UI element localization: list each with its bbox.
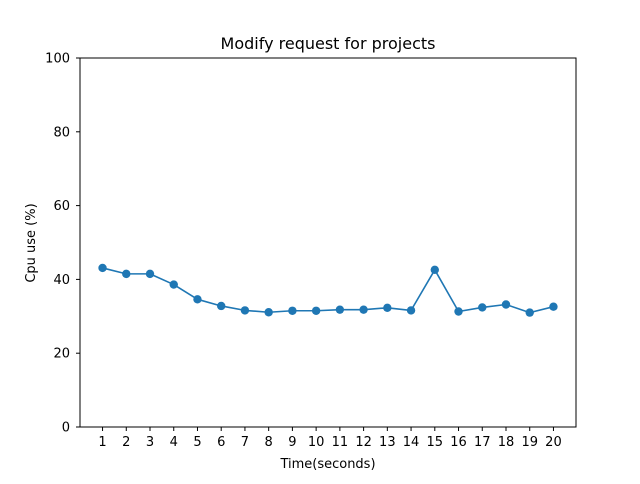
x-tick-label: 12	[355, 435, 372, 450]
x-tick-label: 5	[193, 435, 201, 450]
y-axis-label: Cpu use (%)	[24, 203, 39, 282]
x-tick-label: 14	[403, 435, 420, 450]
y-tick-label: 0	[62, 421, 70, 436]
x-tick-label: 2	[122, 435, 130, 450]
y-tick-label: 60	[53, 199, 70, 214]
x-tick-label: 13	[379, 435, 396, 450]
data-point	[359, 305, 368, 314]
data-point	[145, 269, 155, 279]
x-tick-label: 20	[545, 435, 562, 450]
data-point	[264, 308, 273, 317]
series-layer	[98, 263, 558, 317]
data-point	[335, 305, 345, 314]
data-point	[98, 263, 107, 273]
data-point	[525, 308, 534, 317]
data-point	[501, 300, 511, 309]
x-tick-label: 10	[308, 435, 325, 450]
x-tick-label: 17	[474, 435, 491, 450]
x-tick-label: 11	[332, 435, 349, 450]
data-point	[288, 306, 297, 315]
x-tick-label: 8	[265, 435, 273, 450]
x-tick-label: 1	[98, 435, 106, 450]
chart-title: Modify request for projects	[221, 34, 436, 53]
y-axis-ticks: 0 20 40 60 80 100	[45, 52, 80, 436]
x-tick-label: 18	[498, 435, 515, 450]
data-point	[122, 269, 131, 279]
y-tick-label: 100	[45, 52, 70, 67]
x-tick-label: 9	[288, 435, 296, 450]
data-point	[193, 295, 202, 304]
y-tick-label: 20	[53, 347, 70, 362]
x-axis-label: Time(seconds)	[279, 457, 375, 472]
x-tick-label: 7	[241, 435, 249, 450]
data-point	[406, 306, 416, 315]
data-point	[549, 302, 558, 311]
x-tick-label: 3	[146, 435, 154, 450]
data-point	[430, 265, 439, 275]
data-point	[169, 280, 178, 289]
data-point	[240, 306, 250, 315]
data-point	[311, 306, 321, 315]
y-tick-label: 40	[53, 273, 70, 288]
data-point	[383, 303, 392, 313]
data-point	[217, 301, 226, 311]
data-point	[478, 303, 487, 312]
x-tick-label: 16	[450, 435, 467, 450]
x-tick-label: 15	[427, 435, 444, 450]
data-point	[454, 307, 463, 316]
x-tick-label: 4	[170, 435, 178, 450]
x-tick-label: 19	[521, 435, 538, 450]
x-axis-ticks: 1 2 3 4 5 6 7 8 9 10 11 12 13 14 15 16 17 18 19 20	[98, 427, 562, 450]
x-tick-label: 6	[217, 435, 225, 450]
y-tick-label: 80	[53, 125, 70, 140]
plot-area-frame	[79, 57, 577, 428]
